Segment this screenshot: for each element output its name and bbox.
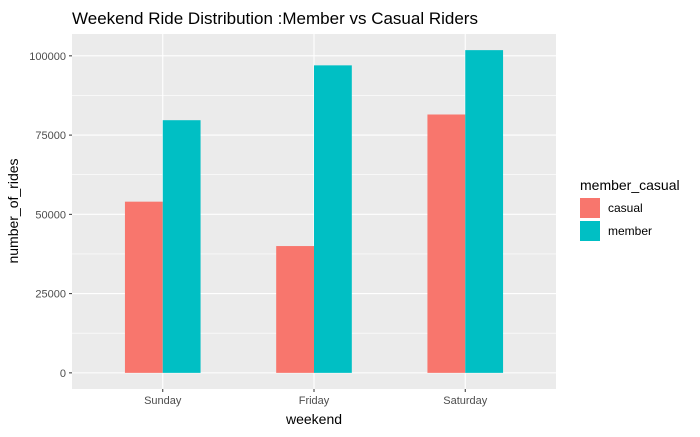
legend-title: member_casual [580,177,680,193]
x-tick-label: Sunday [144,395,182,407]
bar-casual-friday [276,246,314,373]
chart-title: Weekend Ride Distribution :Member vs Cas… [72,9,478,28]
legend: member_casual casual member [580,177,680,241]
y-tick-label: 75000 [35,130,66,142]
y-tick-label: 100000 [29,51,66,63]
x-tick-label: Saturday [443,395,488,407]
bar-casual-saturday [427,114,466,373]
x-axis: Sunday Friday Saturday [144,389,488,407]
x-axis-title: weekend [285,411,342,427]
y-tick-label: 25000 [35,289,66,301]
legend-label-casual: casual [608,201,643,215]
y-tick-label: 50000 [35,209,66,221]
y-tick-label: 0 [60,368,66,380]
x-tick-label: Friday [299,395,330,407]
bar-member-friday [314,65,352,373]
bar-member-saturday [465,50,504,373]
bar-member-sunday [162,120,201,373]
legend-key-casual [580,198,600,218]
bar-casual-sunday [124,201,163,373]
y-axis: 0 25000 50000 75000 100000 [29,51,72,380]
y-axis-title: number_of_rides [5,158,21,263]
bars [124,50,504,373]
legend-key-member [580,221,600,241]
legend-label-member: member [608,224,652,238]
